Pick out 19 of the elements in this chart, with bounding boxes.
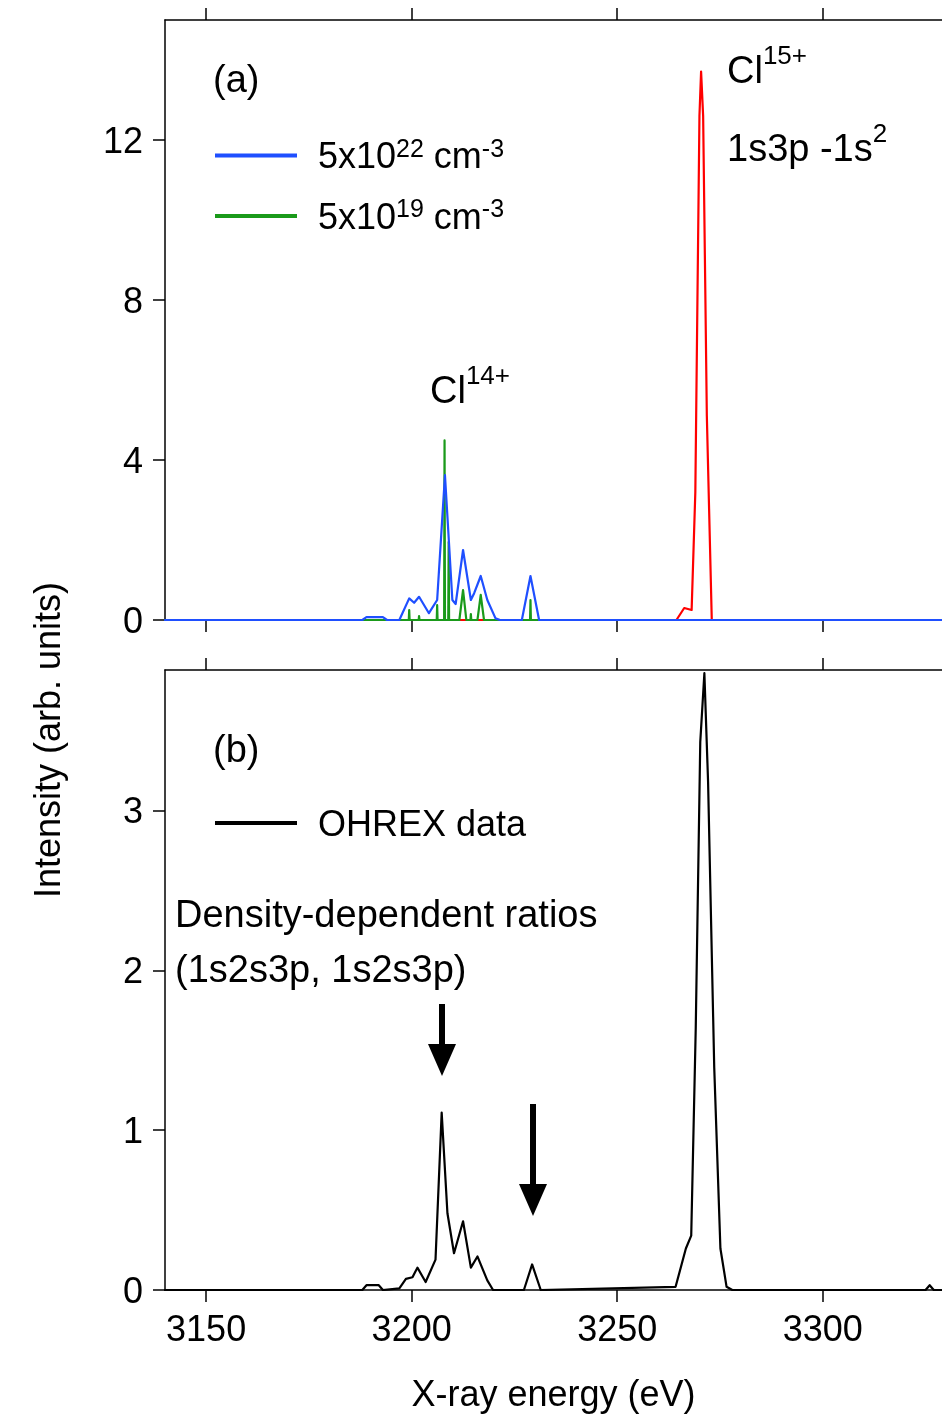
x-tick-label: 3150 <box>166 1307 247 1349</box>
x-tick-label: 3250 <box>577 1307 658 1349</box>
y-tick-label: 2 <box>122 949 143 991</box>
y-tick-label: 1 <box>122 1109 143 1151</box>
y-tick-label: 8 <box>122 279 143 321</box>
annotation: Density-dependent ratios (1s2s3p, 1s2s3p) <box>175 893 598 990</box>
x-tick-label: 3200 <box>371 1307 452 1349</box>
annotation: (a) <box>213 58 260 100</box>
annotation: (b) <box>213 728 260 770</box>
y-tick-label: 3 <box>122 790 143 832</box>
x-axis-title: X-ray energy (eV) <box>411 1372 696 1414</box>
line-series <box>163 474 942 622</box>
x-tick-label: 3300 <box>782 1307 863 1349</box>
y-axis-title: Intensity (arb. units) <box>27 581 69 899</box>
y-tick-label: 12 <box>102 119 143 161</box>
y-tick-label: 0 <box>122 1269 143 1311</box>
y-tick-label: 0 <box>122 599 143 641</box>
y-tick-label: 4 <box>122 439 143 481</box>
legend-label: OHREX data <box>318 802 528 844</box>
